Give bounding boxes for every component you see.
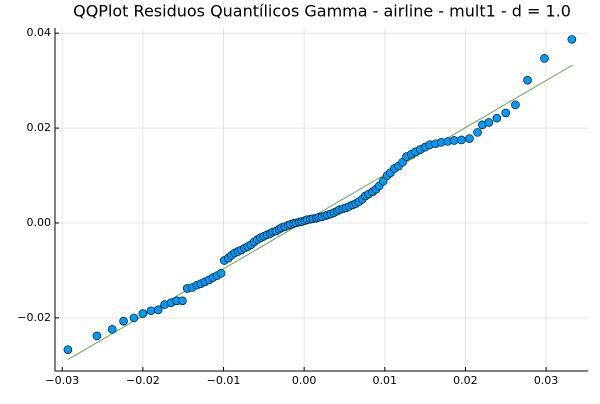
y-tick-label: 0.04 <box>27 26 52 39</box>
point <box>457 135 466 145</box>
x-tick-label: −0.01 <box>207 374 241 387</box>
point <box>501 108 511 118</box>
y-tick-label: 0.00 <box>27 216 52 229</box>
point <box>473 128 482 137</box>
y-tick-label: −0.02 <box>17 311 51 324</box>
point <box>449 136 459 145</box>
point <box>540 54 549 63</box>
point <box>216 268 226 278</box>
y-tick-label: 0.02 <box>27 121 52 134</box>
x-tick-label: 0.02 <box>453 374 478 387</box>
point <box>146 306 156 316</box>
point <box>138 309 148 318</box>
point <box>119 316 128 326</box>
point <box>153 305 163 315</box>
point <box>465 134 474 143</box>
point <box>63 345 73 354</box>
x-tick-label: 0.01 <box>373 374 398 387</box>
point <box>129 313 139 323</box>
point <box>492 113 502 123</box>
x-tick-label: 0.00 <box>292 374 317 387</box>
point <box>484 118 494 127</box>
point <box>107 324 117 334</box>
point <box>511 100 520 110</box>
point <box>567 35 577 44</box>
point <box>92 331 102 341</box>
point <box>178 296 187 306</box>
point <box>523 75 532 85</box>
x-tick-label: 0.03 <box>534 374 559 387</box>
chart-title: QQPlot Residuos Quantílicos Gamma - airl… <box>73 2 571 21</box>
x-tick-label: −0.03 <box>45 374 79 387</box>
x-tick-label: −0.02 <box>126 374 160 387</box>
